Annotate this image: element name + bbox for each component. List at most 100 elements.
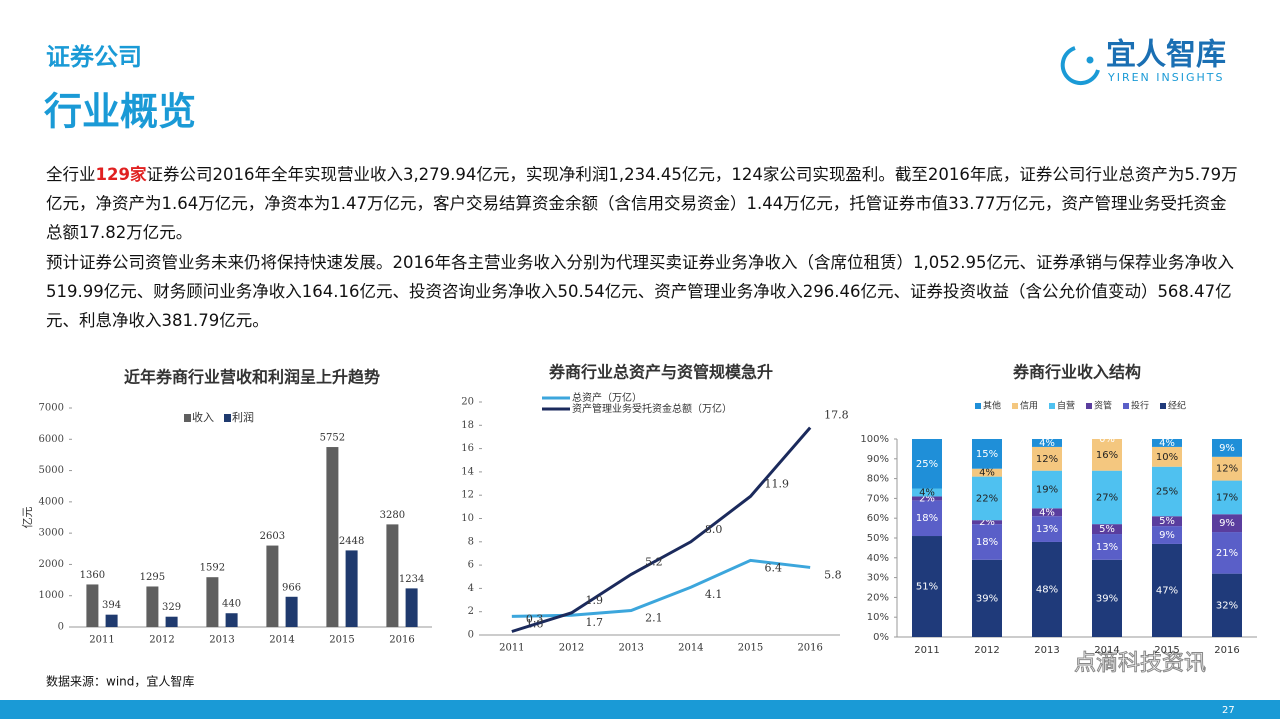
bar — [105, 614, 118, 627]
data-label: 5.8 — [824, 568, 842, 581]
y-tick-label: 50% — [867, 533, 889, 544]
bar — [225, 613, 238, 627]
bar-segment — [912, 488, 942, 497]
data-label: 4% — [1159, 438, 1175, 449]
y-tick-label: 4000 — [39, 496, 64, 507]
y-tick-label: 3000 — [39, 528, 64, 539]
data-label: 4% — [979, 468, 995, 479]
y-tick-label: 0 — [468, 630, 474, 641]
y-tick-label: 1000 — [39, 590, 64, 601]
data-label: 12% — [1216, 464, 1238, 475]
x-tick-label: 2015 — [738, 643, 763, 654]
y-tick-label: 4 — [468, 583, 474, 594]
data-label: 1360 — [80, 570, 105, 581]
legend-label: 信用 — [1020, 400, 1038, 412]
bar-segment — [1032, 439, 1062, 447]
data-label: 9% — [1159, 530, 1175, 541]
legend-swatch — [184, 414, 191, 422]
legend-swatch — [1160, 403, 1166, 409]
data-label: 5% — [1099, 524, 1115, 535]
data-label: 5% — [1159, 516, 1175, 527]
text: 证券公司2016年全年实现营业收入3,279.94亿元，实现净利润1,234.4… — [46, 165, 1238, 242]
x-tick-label: 2014 — [269, 635, 294, 646]
data-label: 5752 — [320, 433, 345, 444]
legend-label: 自营 — [1057, 400, 1075, 412]
data-label: 4% — [1039, 438, 1055, 449]
data-label: 1592 — [200, 563, 225, 574]
data-label: 3280 — [380, 510, 405, 521]
data-label: 16% — [1096, 450, 1118, 461]
bar-segment — [1032, 470, 1062, 509]
bar-segment — [912, 496, 942, 501]
y-tick-label: 6 — [468, 560, 474, 571]
bar-segment — [1092, 524, 1122, 535]
chart-title: 券商行业收入结构 — [1012, 363, 1141, 382]
y-tick-label: 16 — [461, 443, 474, 454]
highlight: 129家 — [95, 165, 147, 184]
data-label: 48% — [1036, 584, 1058, 595]
data-label: 4% — [1039, 507, 1055, 518]
bar-segment — [1212, 532, 1242, 574]
bar-segment — [1092, 534, 1122, 560]
bar-segment — [1032, 541, 1062, 637]
data-label: 12% — [1036, 454, 1058, 465]
chart-title: 近年券商行业营收和利润呈上升趋势 — [124, 368, 380, 387]
bar-segment — [1152, 446, 1182, 467]
x-tick-label: 2012 — [974, 645, 999, 656]
bar — [326, 447, 339, 627]
data-label: 17.8 — [824, 409, 849, 422]
data-label: 2% — [919, 493, 935, 504]
data-label: 9% — [1219, 518, 1235, 529]
data-label: 47% — [1156, 585, 1178, 596]
y-tick-label: 60% — [867, 513, 889, 524]
x-tick-label: 2012 — [559, 643, 584, 654]
logo-icon — [1060, 46, 1100, 86]
data-label: 2448 — [339, 536, 364, 547]
legend-label: 利润 — [232, 410, 254, 424]
data-label: 11.9 — [765, 477, 790, 490]
data-label: 0.3 — [526, 613, 544, 626]
bar-segment — [1212, 480, 1242, 515]
bar-segment — [1152, 526, 1182, 544]
data-label: 21% — [1216, 548, 1238, 559]
bar — [165, 616, 178, 627]
data-label: 6.4 — [765, 561, 783, 574]
y-tick-label: 30% — [867, 573, 889, 584]
data-label: 27% — [1096, 492, 1118, 503]
x-tick-label: 2011 — [914, 645, 939, 656]
data-label: 9% — [1219, 443, 1235, 454]
x-tick-label: 2016 — [1214, 645, 1239, 656]
legend-swatch — [1049, 403, 1055, 409]
data-label: 51% — [916, 582, 938, 593]
y-tick-label: 10% — [867, 612, 889, 623]
data-label: 1234 — [399, 574, 424, 585]
data-label: 8.0 — [705, 523, 723, 536]
data-label: 4.1 — [705, 588, 723, 601]
bar-segment — [1092, 559, 1122, 637]
x-tick-label: 2015 — [329, 635, 354, 646]
bar-segment — [1212, 573, 1242, 637]
data-label: 966 — [282, 582, 301, 593]
line — [511, 426, 812, 633]
paragraph: 预计证券公司资管业务未来仍将保持快速发展。2016年各主营业务收入分别为代理买卖… — [46, 253, 1234, 330]
legend-swatch — [1086, 403, 1092, 409]
y-tick-label: 5000 — [39, 465, 64, 476]
y-tick-label: 8 — [468, 536, 474, 547]
data-label: 15% — [976, 449, 998, 460]
y-tick-label: 0% — [873, 632, 889, 643]
bar-segment — [912, 536, 942, 637]
bar-segment — [972, 439, 1002, 469]
bar-segment — [1152, 543, 1182, 637]
data-label: 1.9 — [586, 594, 604, 607]
bar-segment — [1152, 439, 1182, 447]
y-tick-label: 100% — [860, 434, 889, 445]
legend-label: 总资产（万亿） — [572, 391, 642, 404]
footer-bar — [0, 700, 1280, 719]
y-tick-label: 70% — [867, 493, 889, 504]
y-tick-label: 12 — [461, 490, 474, 501]
bar — [345, 550, 358, 627]
data-label: 17% — [1216, 492, 1238, 503]
y-tick-label: 0 — [58, 622, 64, 633]
x-tick-label: 2016 — [389, 635, 414, 646]
